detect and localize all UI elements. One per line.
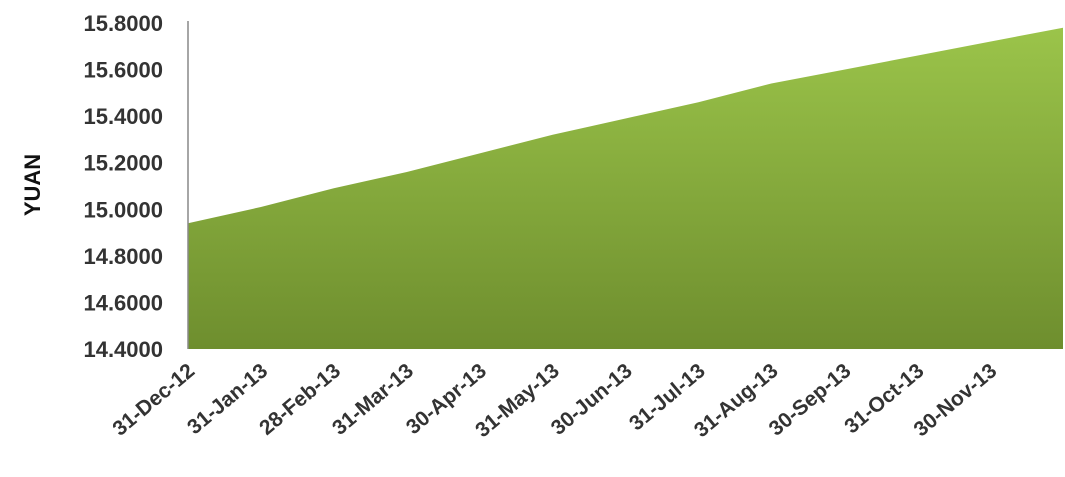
y-tick-label: 15.6000 [83, 58, 163, 83]
y-tick-labels: 14.4000 14.6000 14.8000 15.0000 15.2000 15.40… [83, 11, 163, 362]
x-tick-label: 31-Mar-13 [328, 359, 418, 440]
x-tick-label: 31-Dec-12 [108, 359, 199, 440]
area-fill [188, 27, 1063, 349]
y-tick-label: 14.8000 [83, 244, 163, 269]
y-tick-label: 15.2000 [83, 151, 163, 176]
y-axis-title: YUAN [20, 154, 45, 216]
y-tick-label: 15.4000 [83, 104, 163, 129]
x-tick-labels: 31-Dec-1231-Jan-1328-Feb-1331-Mar-1330-A… [108, 359, 1001, 442]
y-tick-label: 14.6000 [83, 290, 163, 315]
y-tick-label: 15.0000 [83, 197, 163, 222]
x-tick-label: 30-Sep-13 [765, 359, 856, 440]
x-tick-label: 30-Jun-13 [547, 359, 637, 440]
y-tick-label: 14.4000 [83, 337, 163, 362]
area-series [188, 27, 1063, 349]
y-tick-label: 15.8000 [83, 11, 163, 36]
